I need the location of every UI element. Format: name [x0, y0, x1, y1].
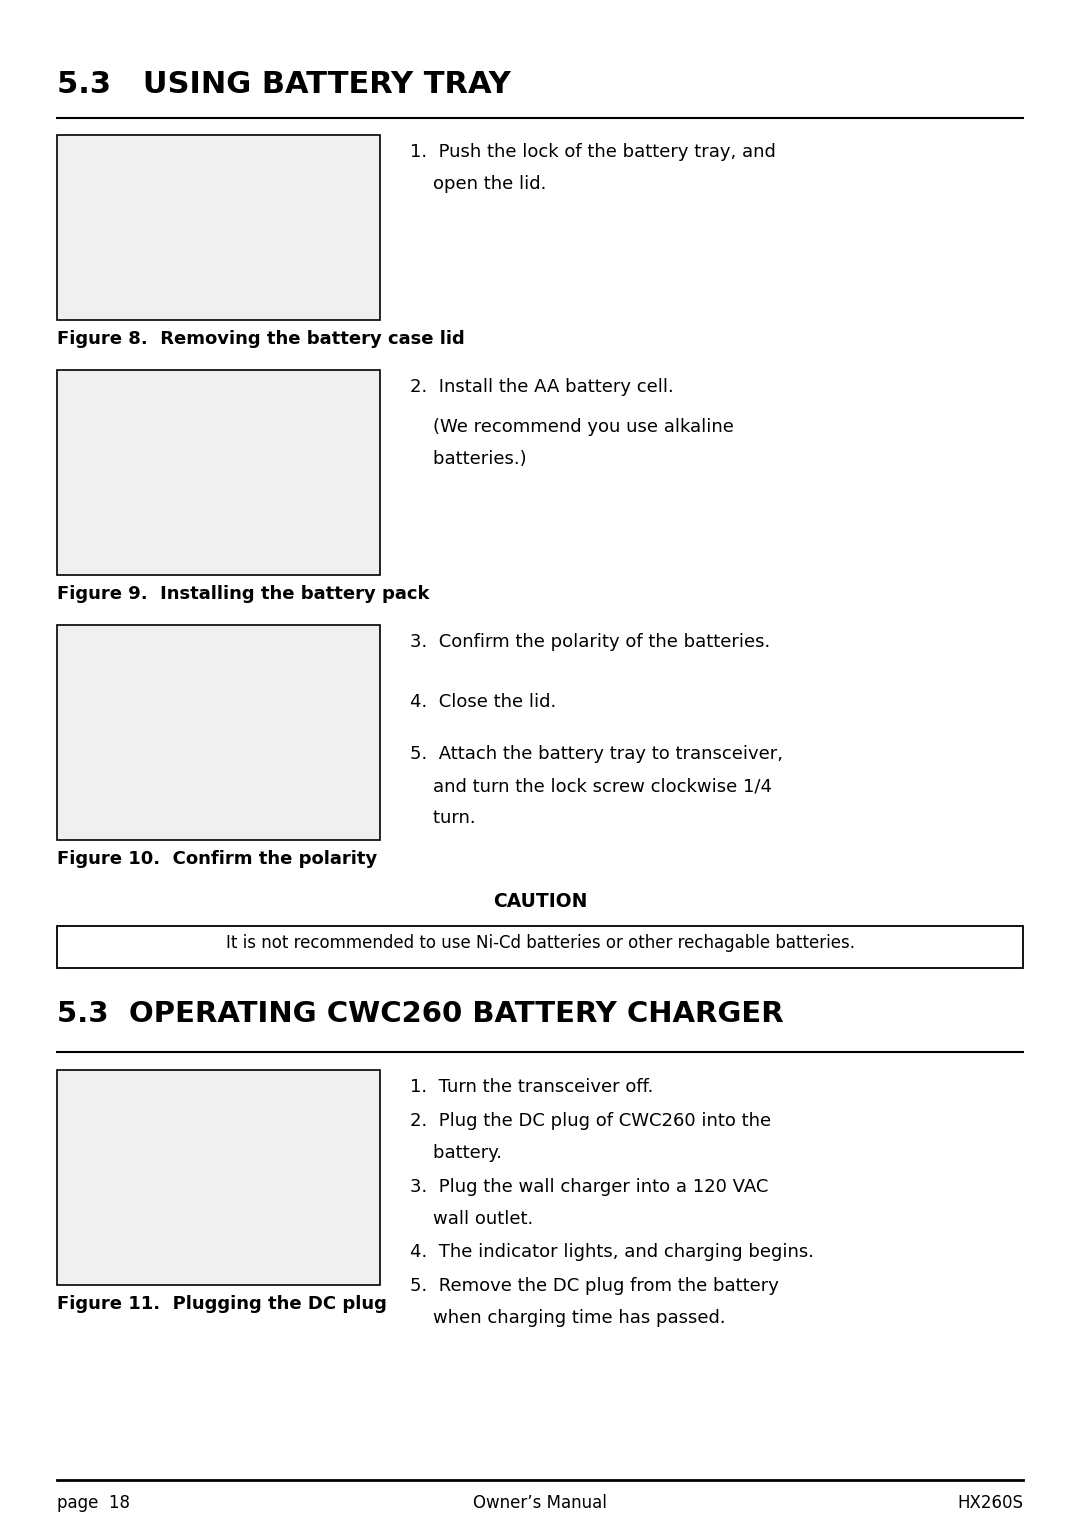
Text: Owner’s Manual: Owner’s Manual [473, 1493, 607, 1512]
Text: 5.  Attach the battery tray to transceiver,: 5. Attach the battery tray to transceive… [410, 745, 783, 763]
Text: Figure 8.  Removing the battery case lid: Figure 8. Removing the battery case lid [57, 330, 464, 347]
Text: CAUTION: CAUTION [492, 892, 588, 910]
Bar [57, 135, 380, 320]
Text: open the lid.: open the lid. [410, 174, 546, 193]
Text: HX260S: HX260S [957, 1493, 1023, 1512]
Text: wall outlet.: wall outlet. [410, 1210, 534, 1229]
Text: and turn the lock screw clockwise 1/4: and turn the lock screw clockwise 1/4 [410, 777, 772, 796]
Text: 1.  Push the lock of the battery tray, and: 1. Push the lock of the battery tray, an… [410, 142, 775, 161]
Text: Figure 9.  Installing the battery pack: Figure 9. Installing the battery pack [57, 584, 430, 603]
Text: Figure 11.  Plugging the DC plug: Figure 11. Plugging the DC plug [57, 1294, 387, 1313]
Text: batteries.): batteries.) [410, 450, 527, 468]
Text: Figure 10.  Confirm the polarity: Figure 10. Confirm the polarity [57, 851, 377, 868]
Bar [57, 1069, 380, 1285]
Text: 2.  Plug the DC plug of CWC260 into the: 2. Plug the DC plug of CWC260 into the [410, 1112, 771, 1131]
Text: 3.  Plug the wall charger into a 120 VAC: 3. Plug the wall charger into a 120 VAC [410, 1178, 768, 1196]
Bar [57, 926, 1023, 968]
Text: 5.3  OPERATING CWC260 BATTERY CHARGER: 5.3 OPERATING CWC260 BATTERY CHARGER [57, 1001, 784, 1028]
Text: 4.  Close the lid.: 4. Close the lid. [410, 693, 556, 711]
Text: It is not recommended to use Ni-Cd batteries or other rechagable batteries.: It is not recommended to use Ni-Cd batte… [226, 933, 854, 952]
Text: turn.: turn. [410, 809, 475, 828]
Text: 5.  Remove the DC plug from the battery: 5. Remove the DC plug from the battery [410, 1278, 779, 1294]
Text: battery.: battery. [410, 1144, 502, 1161]
Text: 3.  Confirm the polarity of the batteries.: 3. Confirm the polarity of the batteries… [410, 633, 770, 650]
Bar [57, 624, 380, 840]
Text: (We recommend you use alkaline: (We recommend you use alkaline [410, 418, 734, 436]
Text: 1.  Turn the transceiver off.: 1. Turn the transceiver off. [410, 1079, 653, 1095]
Bar [57, 370, 380, 575]
Text: 2.  Install the AA battery cell.: 2. Install the AA battery cell. [410, 378, 674, 396]
Text: 4.  The indicator lights, and charging begins.: 4. The indicator lights, and charging be… [410, 1242, 814, 1261]
Text: when charging time has passed.: when charging time has passed. [410, 1310, 726, 1327]
Text: 5.3   USING BATTERY TRAY: 5.3 USING BATTERY TRAY [57, 70, 511, 99]
Text: page  18: page 18 [57, 1493, 130, 1512]
